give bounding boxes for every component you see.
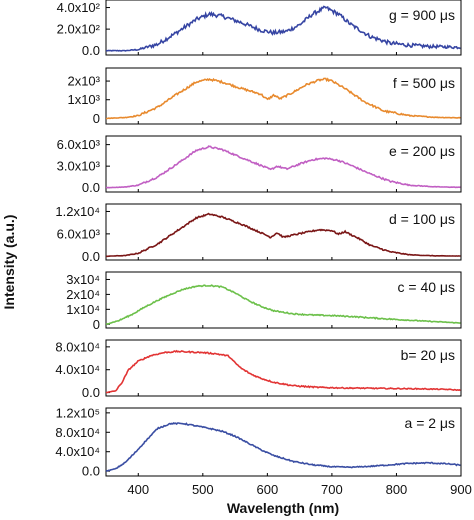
panel-frame <box>105 339 462 397</box>
x-tick-label: 500 <box>192 482 214 497</box>
series-line-4 <box>105 212 461 258</box>
y-tick-label: 8.0x10⁴ <box>55 339 100 354</box>
panel-frame <box>105 67 462 125</box>
series-line-1 <box>105 5 461 52</box>
y-tick-label: 0 <box>93 111 100 126</box>
panel-frame <box>105 135 462 193</box>
series-line-5 <box>105 284 461 325</box>
y-tick-label: 0.0 <box>82 249 100 264</box>
y-axis-title: Intensity (a.u.) <box>1 215 17 310</box>
y-tick-label: 4.0x10⁴ <box>55 444 100 459</box>
panels: 4.0x10² 2.0x10² 0.0 g = 900 μs 2x10³ 1x10³ 0 f … <box>55 0 462 479</box>
panel-label: e = 200 μs <box>389 143 455 159</box>
y-tick-label: 2x10⁴ <box>66 287 100 302</box>
x-tick-label: 400 <box>127 482 149 497</box>
series-line-3 <box>105 145 461 189</box>
panel-6: 8.0x10⁴ 4.0x10⁴ 0.0 b= 20 μs <box>55 339 462 400</box>
series-line-7 <box>105 421 461 472</box>
panel-frame <box>105 407 462 477</box>
y-tick-label: 0.0 <box>82 385 100 400</box>
x-axis-title: Wavelength (nm) <box>227 500 339 516</box>
y-tick-label: 4.0x10² <box>57 0 101 15</box>
y-tick-label: 8.0x10⁴ <box>55 425 100 440</box>
panel-2: 2x10³ 1x10³ 0 f = 500 μs <box>67 67 462 126</box>
y-tick-label: 1.2x10⁴ <box>55 204 100 219</box>
panel-label: f = 500 μs <box>393 75 455 91</box>
y-tick-label: 0 <box>93 317 100 332</box>
y-tick-label: 0.0 <box>82 464 100 479</box>
panel-3: 6.0x10³ 3.0x10³ 0.0 e = 200 μs <box>57 135 462 195</box>
series-line-6 <box>105 349 461 394</box>
y-tick-label: 4.0x10⁴ <box>55 362 100 377</box>
x-axis-ticks: 400 500 600 700 800 900 <box>127 482 471 497</box>
panel-7: 1.2x10⁵ 8.0x10⁴ 4.0x10⁴ 0.0 a = 2 μs <box>55 405 462 479</box>
y-tick-label: 1.2x10⁵ <box>56 405 100 420</box>
y-tick-label: 2x10³ <box>67 74 100 89</box>
y-tick-label: 3.0x10³ <box>57 159 101 174</box>
panel-frame <box>105 271 462 329</box>
y-tick-label: 2.0x10² <box>57 22 101 37</box>
x-tick-label: 900 <box>450 482 472 497</box>
y-tick-label: 6.0x10³ <box>57 226 101 241</box>
y-tick-label: 3x10⁴ <box>66 272 100 287</box>
y-tick-label: 0.0 <box>82 180 100 195</box>
series-line-2 <box>106 77 461 120</box>
panel-4: 1.2x10⁴ 6.0x10³ 0.0 d = 100 μs <box>55 203 462 264</box>
panel-frame <box>105 203 462 261</box>
y-tick-label: 1x10³ <box>67 92 100 107</box>
panel-frame <box>105 0 462 56</box>
x-tick-label: 800 <box>386 482 408 497</box>
panel-1: 4.0x10² 2.0x10² 0.0 g = 900 μs <box>57 0 462 58</box>
x-tick-label: 600 <box>257 482 279 497</box>
y-tick-label: 6.0x10³ <box>57 137 101 152</box>
panel-label: d = 100 μs <box>389 211 455 227</box>
x-tick-label: 700 <box>321 482 343 497</box>
panel-label: g = 900 μs <box>389 7 455 23</box>
panel-label: a = 2 μs <box>405 415 455 431</box>
panel-label: b= 20 μs <box>401 347 455 363</box>
y-tick-label: 0.0 <box>82 43 100 58</box>
y-tick-label: 1x10⁴ <box>66 302 100 317</box>
panel-label: c = 40 μs <box>398 279 455 295</box>
